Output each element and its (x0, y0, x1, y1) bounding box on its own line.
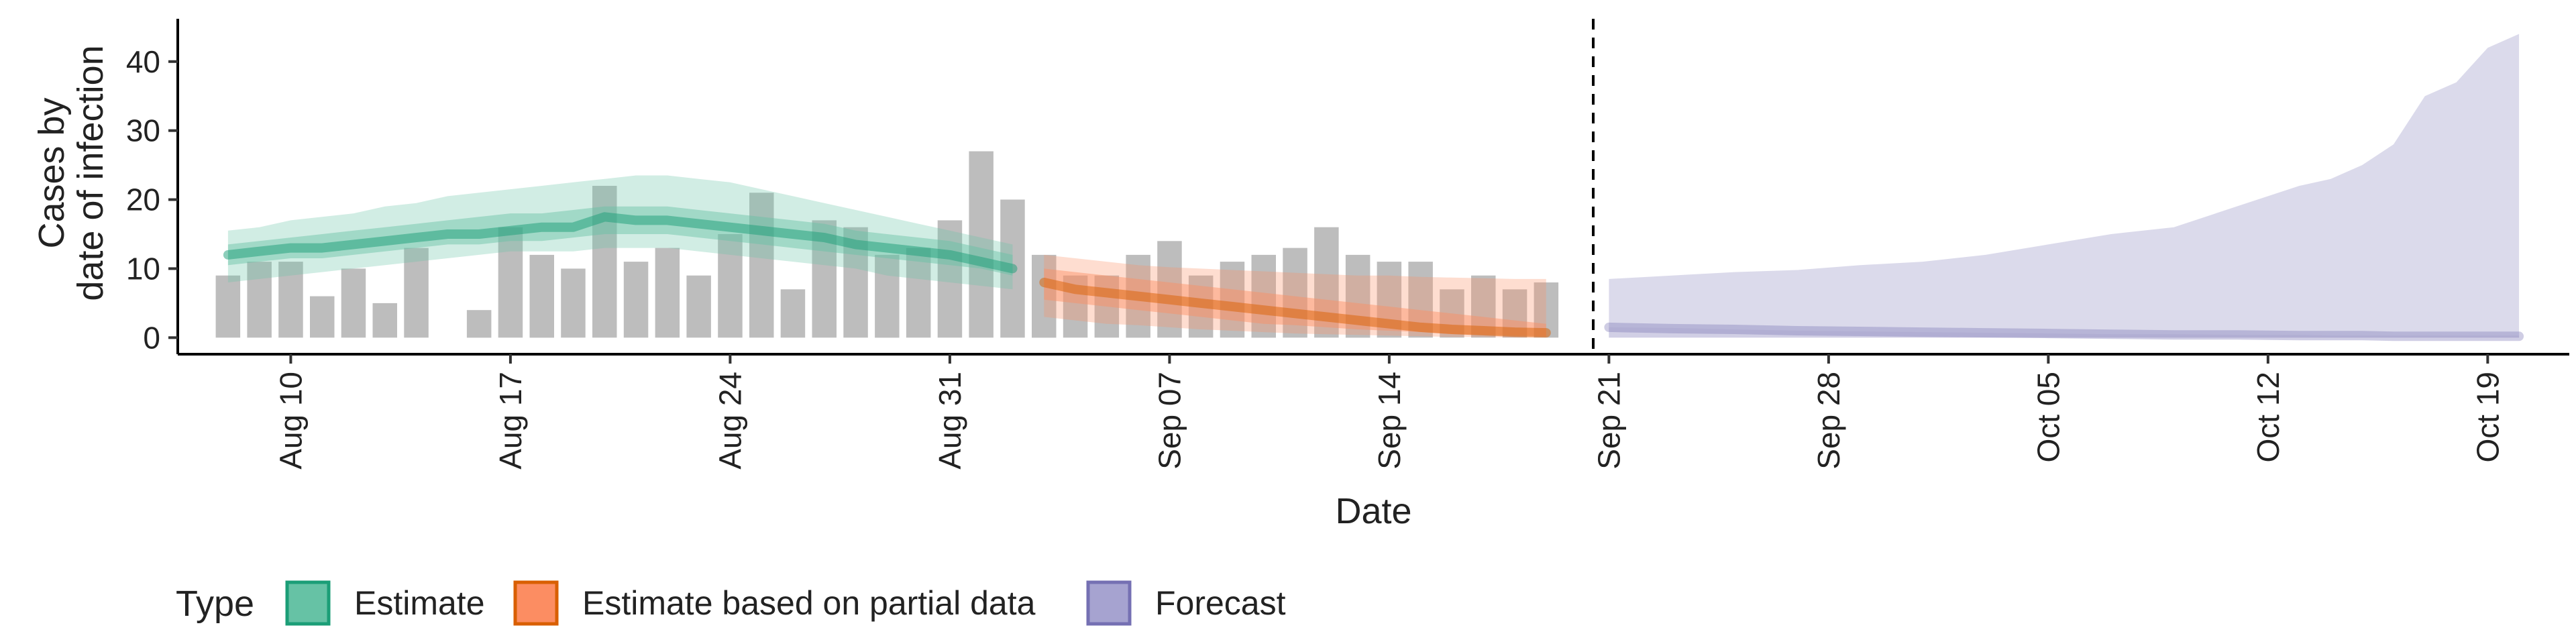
y-axis-title-line: date of infection (70, 45, 111, 301)
x-tick-label: Sep 14 (1372, 372, 1407, 470)
x-tick-label: Aug 10 (273, 372, 308, 470)
case-bar (623, 262, 649, 338)
estimate-lines (223, 212, 2524, 341)
estimate-ribbons (227, 175, 1546, 338)
x-tick-label: Aug 17 (493, 372, 528, 470)
legend-key-1 (513, 580, 559, 626)
case-bar (749, 193, 774, 338)
legend-key-0 (285, 580, 331, 626)
forecast-ci-outer (1609, 34, 2520, 338)
axes: 0 10 20 30 40 Aug 10 Aug 17 Aug 24 Aug 31 Sep 07 S… (32, 19, 2569, 531)
x-tick-label: Sep 07 (1152, 372, 1187, 470)
case-bar (875, 254, 900, 338)
case-bar (247, 262, 272, 338)
legend-label-2: Forecast (1155, 584, 1286, 622)
x-tick-label: Oct 19 (2470, 372, 2505, 463)
case-bar (1283, 248, 1307, 338)
x-tick-label: Aug 31 (932, 372, 967, 470)
case-bar (655, 248, 680, 338)
case-bar (780, 289, 806, 338)
case-bar (466, 310, 492, 338)
x-tick-label: Sep 21 (1591, 372, 1626, 470)
case-bar (1251, 254, 1276, 338)
case-bar (1094, 275, 1120, 338)
case-bar (310, 296, 335, 338)
x-axis-title: Date (1335, 491, 1411, 531)
case-bar (937, 220, 963, 338)
legend-label-0: Estimate (354, 584, 485, 622)
x-tick-label: Oct 12 (2251, 372, 2286, 463)
case-bar (372, 303, 397, 338)
y-axis-title-line: Cases by (32, 97, 72, 248)
x-tick-label: Aug 24 (712, 372, 747, 470)
forecast-layer (1609, 34, 2520, 338)
case-bar (529, 254, 554, 338)
forecast-median-line (1604, 322, 2524, 341)
case-bar (1032, 254, 1057, 338)
legend-key-2 (1086, 580, 1132, 626)
partial-estimate-median-line (1039, 278, 1551, 338)
estimate-ci-inner (227, 206, 1013, 276)
x-tick-label: Sep 28 (1811, 372, 1846, 470)
y-tick-label: 10 (126, 251, 160, 286)
case-bar (341, 268, 366, 338)
legend-label-1: Estimate based on partial data (582, 584, 1036, 622)
partial-estimate-ci-outer (1044, 254, 1546, 338)
y-tick-label: 30 (126, 113, 160, 148)
estimate-ci-outer (227, 175, 1013, 290)
case-bar (1157, 241, 1182, 338)
case-bar (278, 262, 303, 338)
partial-estimate-ci-inner (1044, 268, 1546, 337)
case-bar (906, 248, 931, 338)
case-bar (404, 248, 429, 338)
y-tick-label: 40 (126, 44, 160, 79)
case-bar (561, 268, 586, 338)
case-bar (686, 275, 711, 338)
case-bar (718, 234, 743, 338)
x-tick-label: Oct 05 (2031, 372, 2065, 463)
case-bar (215, 275, 241, 338)
forecast-ci-inner (1609, 327, 2520, 338)
case-bar (592, 186, 617, 338)
y-axis-title: Cases bydate of infection (32, 45, 111, 301)
case-bar (969, 151, 994, 338)
case-bar (1220, 262, 1245, 338)
y-tick-label: 20 (126, 182, 160, 217)
y-tick-label: 0 (143, 320, 160, 355)
legend: Type Estimate Estimate based on partial da… (176, 580, 1286, 626)
case-bar (498, 227, 523, 338)
legend-title: Type (176, 584, 254, 624)
estimate-median-line (223, 212, 1018, 274)
